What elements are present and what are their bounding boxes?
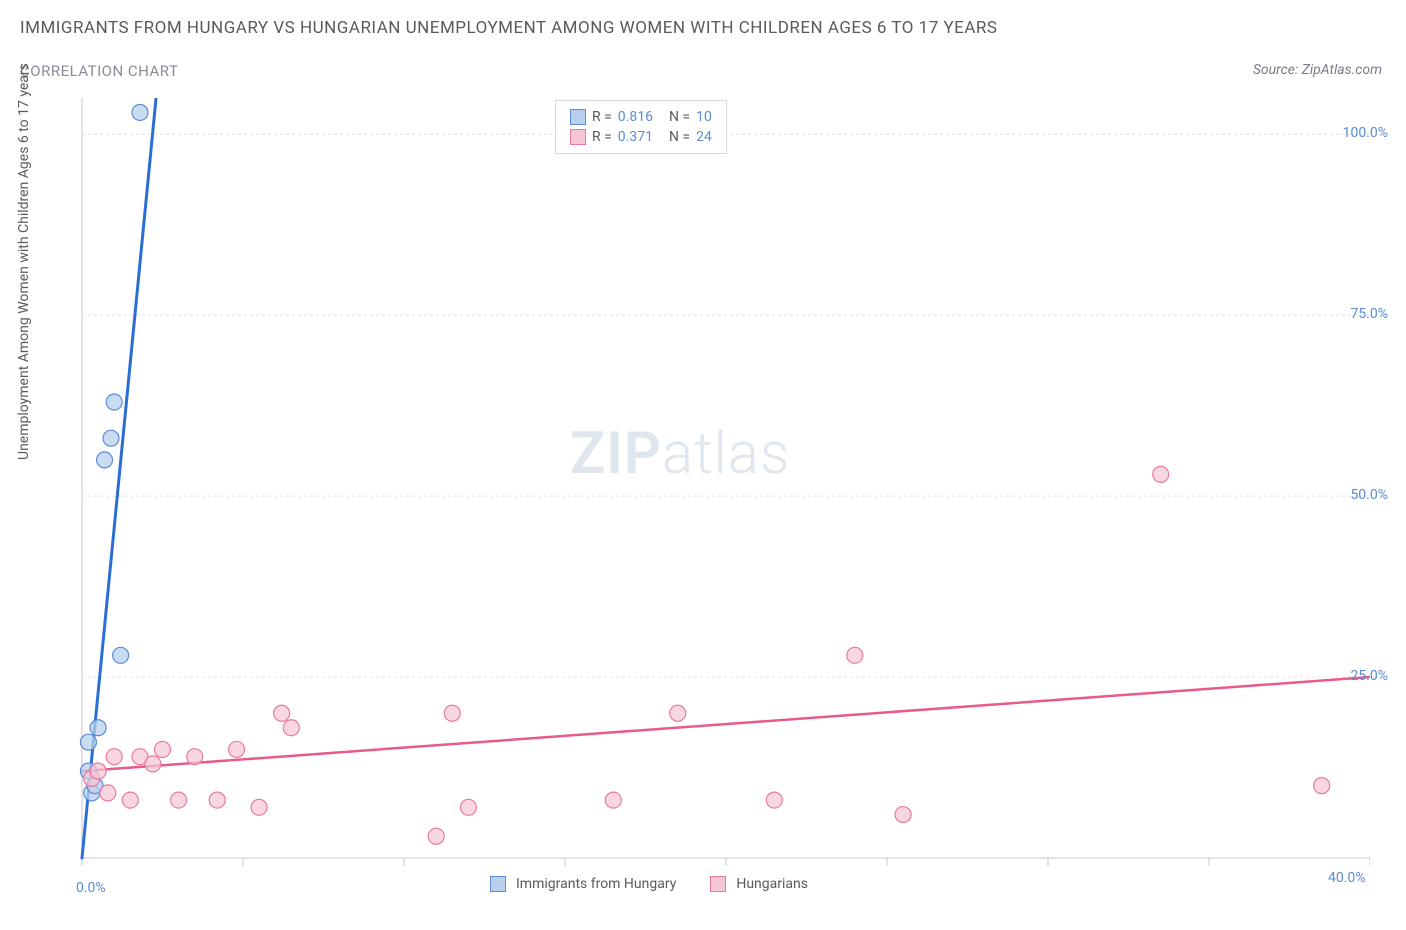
correlation-legend: R = 0.816 N = 10 R = 0.371 N = 24 xyxy=(555,100,727,154)
legend-series-name: Immigrants from Hungary xyxy=(516,876,676,892)
legend-r-label: R = xyxy=(592,129,612,145)
legend-series-name: Hungarians xyxy=(736,876,808,892)
legend-r-value: 0.816 xyxy=(618,109,653,125)
legend-r-value: 0.371 xyxy=(618,129,653,145)
legend-n-label: N = xyxy=(669,129,690,145)
legend-row: R = 0.371 N = 24 xyxy=(570,127,712,147)
legend-n-label: N = xyxy=(669,109,690,125)
legend-swatch xyxy=(570,109,586,125)
legend-n-value: 10 xyxy=(696,109,712,125)
chart-subtitle: CORRELATION CHART xyxy=(20,62,178,80)
y-tick-label: 100.0% xyxy=(1343,125,1388,141)
legend-swatch xyxy=(490,876,506,892)
chart-title: IMMIGRANTS FROM HUNGARY VS HUNGARIAN UNE… xyxy=(20,18,998,38)
legend-swatch xyxy=(710,876,726,892)
legend-n-value: 24 xyxy=(696,129,712,145)
legend-r-label: R = xyxy=(592,109,612,125)
scatter-plot xyxy=(50,98,1370,888)
x-tick-label: 40.0% xyxy=(1328,870,1366,886)
y-tick-label: 50.0% xyxy=(1350,487,1388,503)
y-tick-label: 25.0% xyxy=(1350,668,1388,684)
legend-swatch xyxy=(570,129,586,145)
series-legend: Immigrants from Hungary Hungarians xyxy=(490,876,832,892)
legend-row: R = 0.816 N = 10 xyxy=(570,107,712,127)
x-tick-label: 0.0% xyxy=(76,880,106,896)
source-citation: Source: ZipAtlas.com xyxy=(1253,62,1382,78)
y-axis-label: Unemployment Among Women with Children A… xyxy=(16,63,32,460)
y-tick-label: 75.0% xyxy=(1350,306,1388,322)
chart-svg xyxy=(50,98,1370,888)
